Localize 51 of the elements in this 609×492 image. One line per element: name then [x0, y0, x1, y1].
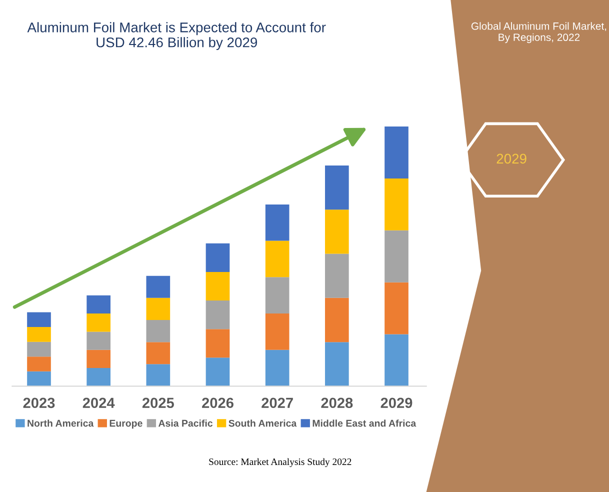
bar: [86, 332, 110, 350]
bar: [265, 277, 290, 314]
bar: [206, 272, 230, 301]
bar: [384, 282, 408, 334]
bar: [325, 166, 349, 210]
bar: [146, 320, 170, 342]
bar: [265, 204, 290, 241]
bar: [146, 342, 170, 364]
bar: [86, 368, 110, 386]
bar: [27, 356, 51, 372]
bar: [325, 254, 349, 298]
bar: [206, 300, 230, 330]
legend-label: North America: [28, 420, 94, 427]
bar: [265, 240, 290, 278]
bar: [86, 295, 110, 314]
x-tick-label: 2024: [82, 398, 115, 408]
bar: [27, 371, 51, 386]
bar: [206, 329, 230, 358]
legend-label: South America: [228, 420, 297, 427]
legend-label: Europe: [110, 420, 142, 429]
bar: [206, 243, 230, 272]
bar: [325, 210, 349, 254]
x-tick-label: 2025: [142, 398, 174, 408]
x-tick-label: 2026: [202, 398, 234, 408]
bar: [265, 314, 290, 350]
bar: [27, 342, 51, 357]
x-tick-label: 2027: [262, 398, 293, 408]
text: Global Aluminum Foil Market, By Regions, 2022: [471, 22, 606, 44]
legend-label: Asia Pacific: [158, 420, 213, 427]
bar: [384, 230, 408, 282]
bar: [146, 298, 170, 320]
bar: [86, 314, 110, 332]
x-tick-label: 2028: [321, 398, 353, 408]
bar: [27, 312, 51, 328]
bar: [146, 276, 170, 298]
x-tick-label: 2029: [380, 398, 412, 408]
text: 2029: [496, 154, 526, 164]
bar: [146, 364, 170, 386]
source-note: Source: Market Analysis Study 2022: [209, 458, 352, 468]
legend-label: Middle East and Africa: [312, 420, 416, 427]
bar: [27, 327, 51, 342]
bar: [325, 342, 349, 386]
x-tick-label: 2023: [23, 398, 55, 408]
bar: [384, 334, 408, 386]
bar: [384, 178, 408, 230]
bar: [265, 350, 290, 386]
bar: [325, 298, 349, 342]
bar: [86, 350, 110, 368]
bar: [206, 358, 230, 386]
chart-title: Aluminum Foil Market is Expected to Account for USD 42.46 Billion by 2029: [27, 22, 326, 50]
bar: [384, 126, 408, 178]
